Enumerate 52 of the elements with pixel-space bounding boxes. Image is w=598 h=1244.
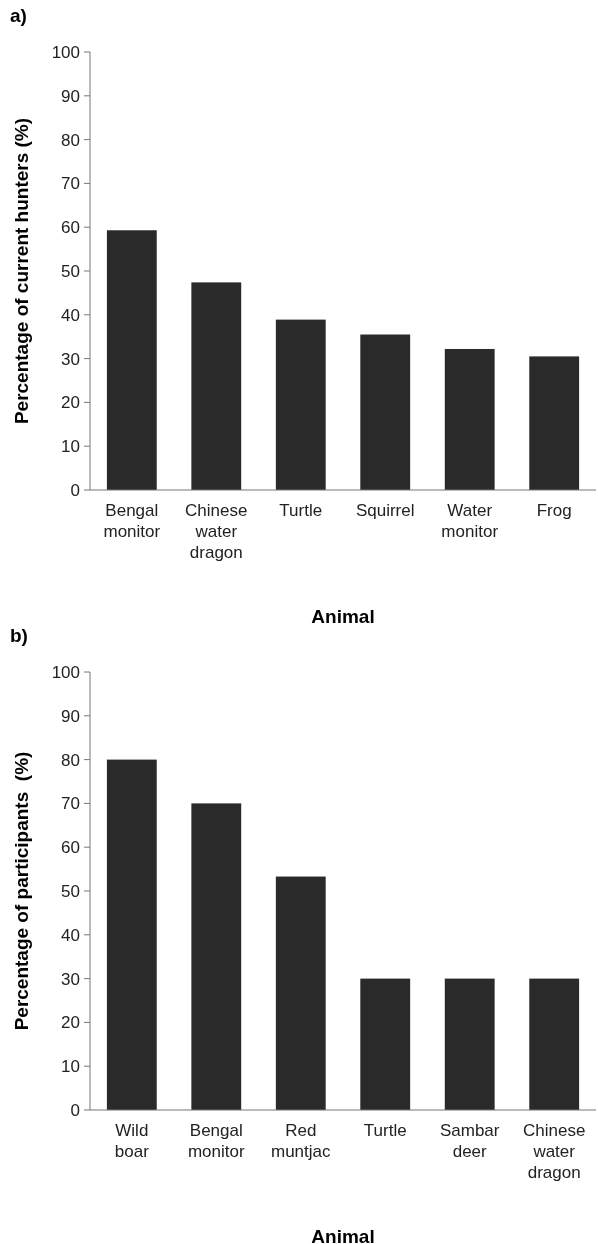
- bar: [106, 759, 157, 1110]
- y-axis-title: Percentage of current hunters (%): [11, 117, 32, 425]
- chart-title: a): [10, 5, 27, 26]
- y-tick-label: 20: [61, 393, 80, 413]
- y-tick-label: 60: [61, 218, 80, 238]
- bar: [191, 803, 242, 1110]
- y-tick-label: 100: [51, 662, 80, 682]
- bar: [275, 876, 326, 1110]
- y-tick-label: 70: [61, 174, 80, 194]
- y-tick-label: 0: [70, 480, 80, 500]
- x-tick-label: Bengal monitor: [187, 1121, 245, 1161]
- y-tick-label: 100: [51, 42, 80, 62]
- x-axis-title: Animal: [311, 1226, 375, 1244]
- y-tick-label: 30: [61, 349, 80, 369]
- x-axis-title: Animal: [311, 606, 375, 627]
- x-tick-label: Chinese water dragon: [185, 501, 248, 562]
- x-tick-label: Squirrel: [355, 501, 415, 520]
- x-tick-label: Red muntjac: [271, 1121, 332, 1161]
- x-tick-label: Chinese water dragon: [523, 1121, 586, 1182]
- y-tick-label: 10: [61, 437, 80, 457]
- y-tick-label: 20: [61, 1013, 80, 1033]
- y-tick-label: 50: [61, 261, 80, 281]
- bar: [191, 282, 242, 490]
- bar: [444, 978, 495, 1110]
- y-tick-label: 90: [61, 86, 80, 106]
- y-tick-label: 40: [61, 305, 80, 325]
- bar: [360, 978, 411, 1110]
- chart-title: b): [10, 625, 28, 646]
- y-tick-label: 80: [61, 750, 80, 770]
- y-tick-label: 70: [61, 794, 80, 814]
- bar: [106, 230, 157, 490]
- x-tick-label: Sambar deer: [439, 1121, 500, 1161]
- y-axis-title: Percentage of participants (%): [11, 751, 32, 1031]
- y-tick-label: 80: [61, 130, 80, 150]
- y-tick-label: 40: [61, 925, 80, 945]
- x-tick-label: Water monitor: [441, 501, 499, 541]
- x-tick-label: Frog: [536, 501, 572, 520]
- bar: [529, 978, 580, 1110]
- bar: [360, 334, 411, 490]
- y-tick-label: 30: [61, 969, 80, 989]
- y-tick-label: 0: [70, 1100, 80, 1120]
- x-tick-label: Bengal monitor: [103, 501, 161, 541]
- x-tick-label: Turtle: [363, 1121, 407, 1140]
- bar: [275, 319, 326, 490]
- y-tick-label: 50: [61, 881, 80, 901]
- bar: [529, 356, 580, 490]
- y-tick-label: 10: [61, 1057, 80, 1077]
- x-tick-label: Turtle: [279, 501, 323, 520]
- bar: [444, 348, 495, 490]
- y-tick-label: 90: [61, 706, 80, 726]
- x-tick-label: Wild boar: [114, 1121, 150, 1161]
- y-tick-label: 60: [61, 838, 80, 858]
